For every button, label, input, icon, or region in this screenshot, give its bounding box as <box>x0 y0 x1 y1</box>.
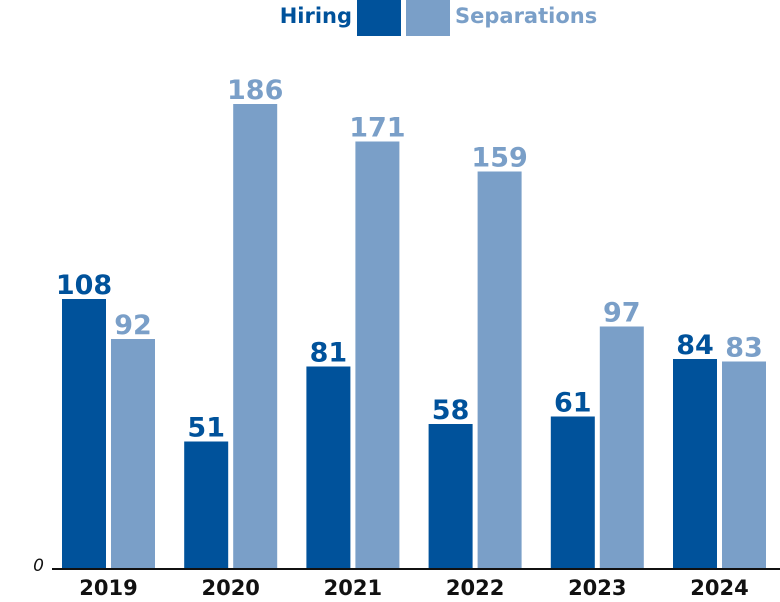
value-label-hiring-2023: 61 <box>554 388 592 419</box>
value-label-separations-2022: 159 <box>471 143 527 174</box>
bar-hiring-2021 <box>306 366 351 569</box>
x-tick-labels: 2019 2020 2021 2022 2023 2024 <box>79 576 748 600</box>
bar-separations-2021 <box>355 141 400 569</box>
value-label-separations-2020: 186 <box>227 75 283 106</box>
value-label-hiring-2021: 81 <box>310 338 348 369</box>
bar-separations-2023 <box>599 326 644 569</box>
x-tick-label-2023: 2023 <box>568 576 626 600</box>
legend-label-separations: Separations <box>455 4 597 28</box>
value-label-separations-2019: 92 <box>114 310 152 341</box>
y-zero-label: 0 <box>33 556 44 576</box>
bar-separations-2020 <box>233 104 278 569</box>
bar-hiring-2020 <box>184 441 229 569</box>
bar-hiring-2019 <box>62 299 106 569</box>
bars <box>62 104 766 569</box>
legend-swatch-separations <box>406 0 450 36</box>
value-label-separations-2024: 83 <box>725 333 763 364</box>
bar-hiring-2024 <box>673 359 717 569</box>
bar-separations-2022 <box>477 171 522 569</box>
value-label-hiring-2020: 51 <box>187 413 225 444</box>
x-tick-label-2020: 2020 <box>201 576 259 600</box>
value-label-hiring-2022: 58 <box>432 395 470 426</box>
value-label-hiring-2024: 84 <box>676 330 714 361</box>
x-tick-label-2022: 2022 <box>446 576 504 600</box>
legend-swatch-hiring <box>357 0 401 36</box>
x-tick-label-2021: 2021 <box>324 576 382 600</box>
bar-separations-2019 <box>111 339 155 569</box>
value-label-separations-2023: 97 <box>603 298 641 329</box>
legend-label-hiring: Hiring <box>280 4 352 28</box>
bar-hiring-2023 <box>550 416 595 569</box>
legend: Hiring Separations <box>280 0 597 36</box>
value-label-separations-2021: 171 <box>349 113 405 144</box>
value-label-hiring-2019: 108 <box>56 270 112 301</box>
x-tick-label-2024: 2024 <box>690 576 748 600</box>
bar-hiring-2022 <box>428 424 473 569</box>
x-tick-label-2019: 2019 <box>79 576 137 600</box>
bar-separations-2024 <box>722 361 766 569</box>
